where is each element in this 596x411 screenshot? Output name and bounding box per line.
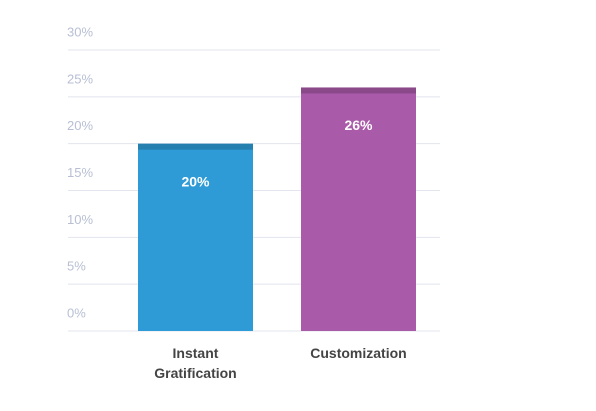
bar (138, 143, 253, 331)
y-tick-label: 20% (67, 118, 93, 133)
bar-cap (138, 143, 253, 150)
y-tick-label: 30% (67, 24, 93, 39)
y-tick-label: 15% (67, 165, 93, 180)
bar (301, 87, 416, 331)
y-tick-label: 5% (67, 259, 86, 274)
x-tick-label: Customization (310, 345, 407, 361)
bar-cap (301, 87, 416, 94)
value-label: 26% (344, 117, 373, 133)
value-label: 20% (181, 173, 210, 189)
y-tick-label: 25% (67, 71, 93, 86)
y-tick-label: 10% (67, 212, 93, 227)
x-tick-label: Instant Gratification (154, 345, 237, 381)
y-tick-label: 0% (67, 305, 86, 320)
